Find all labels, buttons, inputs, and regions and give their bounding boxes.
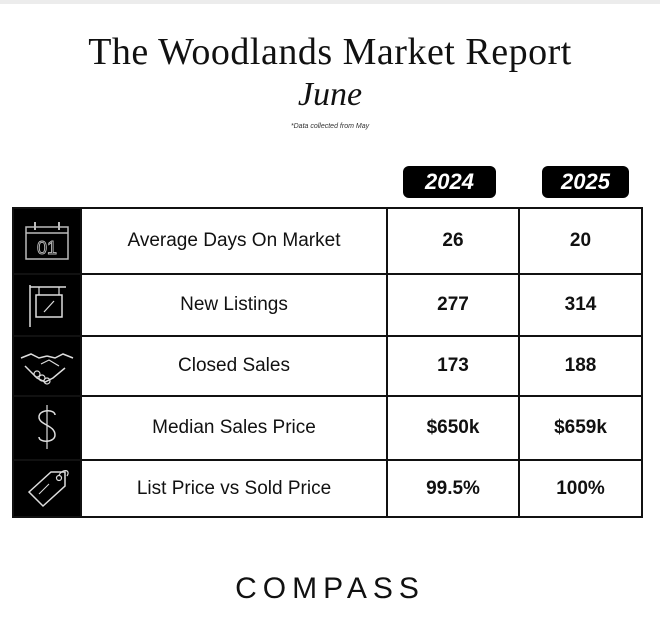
row-divider: [14, 273, 641, 275]
data-note: *Data collected from May: [290, 123, 370, 130]
row-label: Closed Sales: [80, 337, 386, 395]
value-2024: $650k: [386, 397, 518, 459]
value-2025: $659k: [518, 397, 641, 459]
year-badge-2025: 2025: [542, 166, 629, 198]
table-row: List Price vs Sold Price 99.5% 100%: [14, 461, 641, 516]
page-title: The Woodlands Market Report: [88, 31, 572, 73]
top-divider: [0, 0, 660, 4]
compass-logo: COMPASS: [235, 572, 425, 605]
value-2025: 100%: [518, 461, 641, 516]
price-tag-icon: [14, 461, 80, 516]
market-table: 01 Average Days On Market 26 20 New List…: [12, 207, 643, 518]
dollar-sign-icon: [14, 397, 80, 459]
table-row: Closed Sales 173 188: [14, 337, 641, 395]
value-2024: 26: [386, 209, 518, 273]
value-2025: 188: [518, 337, 641, 395]
page-subtitle: June: [297, 76, 363, 113]
value-2024: 277: [386, 275, 518, 335]
row-label: New Listings: [80, 275, 386, 335]
value-2025: 314: [518, 275, 641, 335]
table-row: 01 Average Days On Market 26 20: [14, 209, 641, 273]
handshake-icon: [14, 337, 80, 395]
value-2025: 20: [518, 209, 641, 273]
value-2024: 173: [386, 337, 518, 395]
table-row: New Listings 277 314: [14, 275, 641, 335]
calendar-number: 01: [37, 238, 57, 258]
row-label: Average Days On Market: [80, 209, 386, 273]
calendar-icon: 01: [14, 209, 80, 273]
row-divider: [14, 395, 641, 397]
year-badge-2024: 2024: [403, 166, 496, 198]
for-sale-sign-icon: [14, 275, 80, 335]
row-label: Median Sales Price: [80, 397, 386, 459]
table-row: Median Sales Price $650k $659k: [14, 397, 641, 459]
row-divider: [14, 335, 641, 337]
row-divider: [14, 459, 641, 461]
value-2024: 99.5%: [386, 461, 518, 516]
row-label: List Price vs Sold Price: [80, 461, 386, 516]
